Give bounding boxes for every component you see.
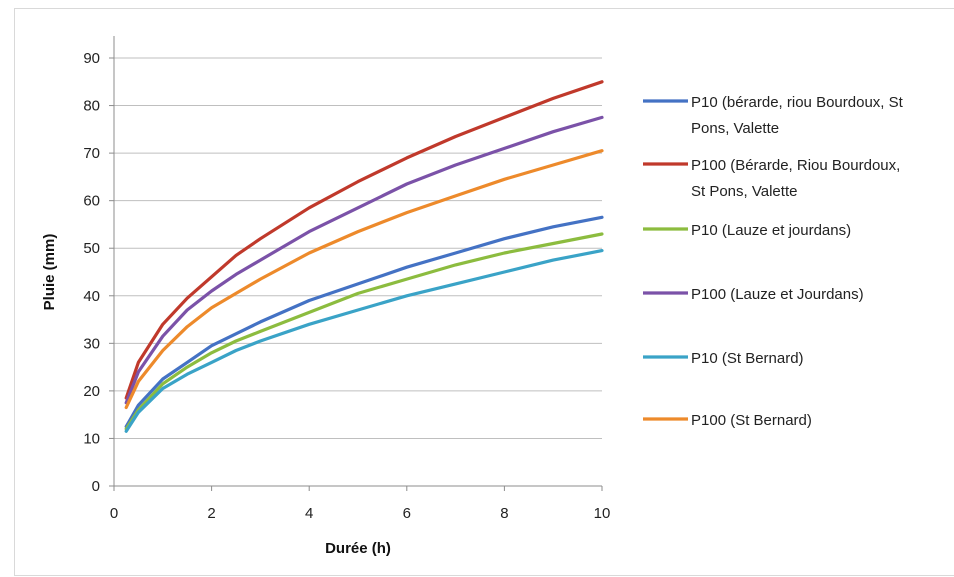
x-tick-label-10: 10 [594,505,611,522]
legend-label-6: P100 (St Bernard) [691,412,812,429]
legend-label-3: P10 (Lauze et jourdans) [691,222,851,239]
x-tick-label-4: 4 [305,505,313,522]
y-tick-label-70: 70 [83,145,100,162]
y-tick-label-80: 80 [83,98,100,115]
legend-label-2-line2: St Pons, Valette [691,183,797,200]
y-tick-label-60: 60 [83,193,100,210]
series-line-3 [126,234,602,429]
x-tick-label-2: 2 [207,505,215,522]
y-tick-label-20: 20 [83,383,100,400]
legend-label-4: P100 (Lauze et Jourdans) [691,286,864,303]
x-tick-label-0: 0 [110,505,118,522]
y-tick-label-50: 50 [83,240,100,257]
legend-label-1-line2: Pons, Valette [691,120,779,137]
x-tick-label-6: 6 [403,505,411,522]
series-line-2 [126,82,602,398]
legend-label-2: P100 (Bérarde, Riou Bourdoux, [691,157,900,174]
y-tick-label-90: 90 [83,50,100,67]
legend-label-5: P10 (St Bernard) [691,350,804,367]
y-tick-label-0: 0 [92,478,100,495]
y-tick-label-10: 10 [83,430,100,447]
y-tick-label-40: 40 [83,288,100,305]
y-axis-title: Pluie (mm) [41,234,58,311]
series-line-5 [126,251,602,432]
x-tick-label-8: 8 [500,505,508,522]
legend-label-1: P10 (bérarde, riou Bourdoux, St [691,94,904,111]
y-tick-label-30: 30 [83,335,100,352]
x-axis-title: Durée (h) [325,540,391,557]
